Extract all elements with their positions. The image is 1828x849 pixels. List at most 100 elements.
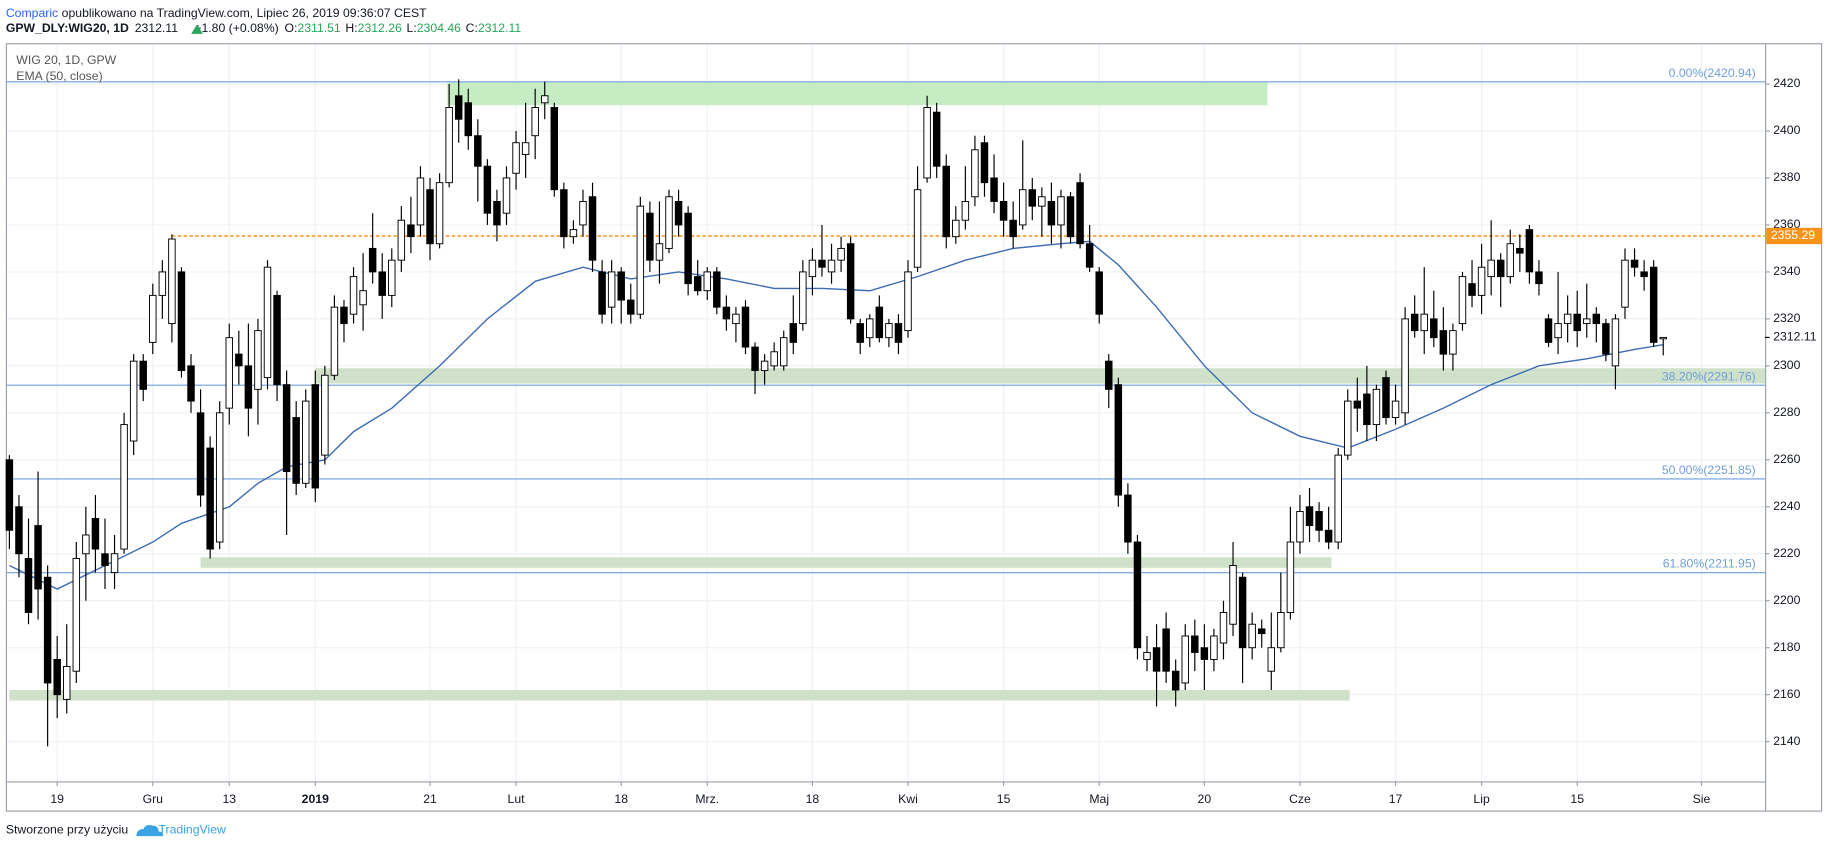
footer-brand[interactable]: TradingView xyxy=(159,823,226,837)
y-tick-label: 2360 xyxy=(1773,217,1800,231)
candle-body xyxy=(1105,360,1113,390)
candle-body xyxy=(1324,529,1333,543)
x-tick-label: Mrz. xyxy=(695,792,719,806)
x-tick-label: Maj xyxy=(1089,792,1109,806)
candle-body xyxy=(273,294,281,386)
candle-body xyxy=(1458,276,1467,325)
candle-body xyxy=(531,107,539,137)
candle-body xyxy=(311,384,320,489)
candle-body xyxy=(1047,200,1056,226)
up-arrow xyxy=(191,24,203,34)
x-tick-label: 20 xyxy=(1198,792,1212,806)
candle-body xyxy=(741,306,750,348)
candle-body xyxy=(502,177,511,214)
candle-body xyxy=(684,212,692,285)
candle-body xyxy=(1334,454,1342,543)
candle-body xyxy=(454,95,463,120)
author: Comparic xyxy=(6,6,58,20)
y-tick-label: 2160 xyxy=(1773,687,1800,701)
y-tick-label: 2380 xyxy=(1773,170,1800,184)
x-tick-label: 15 xyxy=(1570,792,1584,806)
candle-body xyxy=(1659,336,1667,340)
last: 2312.11 xyxy=(135,21,179,35)
candle-body xyxy=(636,205,645,315)
x-tick-label: 18 xyxy=(614,792,628,806)
quote-line: GPW_DLY:WIG20, 1D 2312.11 +1.80 (+0.08%) O:… xyxy=(6,21,522,35)
change: +1.80 (+0.08%) xyxy=(194,21,278,35)
candle-body xyxy=(569,229,578,238)
candle-body xyxy=(952,219,960,238)
y-tick-label: 2200 xyxy=(1773,593,1800,607)
candle-body xyxy=(1210,635,1218,660)
candle-body xyxy=(1152,647,1161,672)
candle-body xyxy=(397,219,406,261)
candle-body xyxy=(464,102,472,137)
candle-body xyxy=(760,360,769,372)
candle-body xyxy=(646,212,654,261)
candle-body xyxy=(1554,323,1562,339)
candle-body xyxy=(579,200,587,226)
candle-body xyxy=(63,666,71,700)
zone xyxy=(315,368,1766,384)
candle-body xyxy=(158,271,167,296)
candle-body xyxy=(1296,511,1304,543)
candle-body xyxy=(1449,330,1457,355)
y-tick-label: 2180 xyxy=(1773,640,1800,654)
candle-body xyxy=(703,271,711,292)
candle-body xyxy=(1038,196,1046,207)
candle-body xyxy=(1181,635,1189,684)
candle-body xyxy=(282,384,291,473)
candle-body xyxy=(1487,259,1495,278)
candle-body xyxy=(751,346,759,372)
candle-body xyxy=(43,576,52,684)
candle-body xyxy=(187,365,195,402)
candle-body xyxy=(923,107,931,179)
y-tick-label: 2280 xyxy=(1773,405,1800,419)
candle-body xyxy=(1602,323,1610,355)
candle-body xyxy=(837,247,845,261)
legend-ema: EMA (50, close) xyxy=(16,69,102,83)
candle-body xyxy=(894,323,903,343)
candle-body xyxy=(263,266,272,379)
x-tick-label: 13 xyxy=(222,792,236,806)
candle-body xyxy=(942,165,950,238)
x-tick-label: Gru xyxy=(143,792,163,806)
candle-body xyxy=(1248,623,1256,649)
candle-body xyxy=(1143,651,1151,660)
candle-body xyxy=(15,506,23,555)
candle-body xyxy=(149,294,157,343)
candle-body xyxy=(1191,635,1199,653)
candle-body xyxy=(1009,219,1017,238)
candle-body xyxy=(588,196,597,261)
y-tick-label: 2420 xyxy=(1773,76,1800,90)
y-tick-label: 2220 xyxy=(1773,546,1800,560)
candle-body xyxy=(1506,243,1515,278)
candle-body xyxy=(302,400,310,484)
publish-line: Comparic opublikowano na TradingView.com,… xyxy=(6,6,427,20)
candle-body xyxy=(521,142,530,155)
x-tick-label: Kwi xyxy=(898,792,918,806)
candle-body xyxy=(1410,313,1419,332)
ema-line xyxy=(9,240,1664,590)
candle-body xyxy=(196,412,205,496)
zone xyxy=(447,81,1268,106)
candle-body xyxy=(120,424,128,550)
fib-label: 50.00%(2251.85) xyxy=(1662,463,1756,477)
fib-label: 0.00%(2420.94) xyxy=(1669,66,1756,80)
c-value: 2312.11 xyxy=(478,21,522,35)
price-badge-label: 2355.29 xyxy=(1771,228,1815,242)
candle-body xyxy=(1391,400,1400,419)
x-tick-label: Lip xyxy=(1473,792,1490,806)
candle-body xyxy=(493,200,501,226)
candle-body xyxy=(24,557,33,613)
candle-body xyxy=(1372,388,1381,426)
candle-body xyxy=(388,259,396,296)
zone xyxy=(9,689,1350,701)
candle-body xyxy=(550,107,559,191)
y-tick-label: 2140 xyxy=(1773,734,1800,748)
candle-body xyxy=(789,323,798,343)
candle-body xyxy=(483,165,492,214)
candle-body xyxy=(435,182,444,245)
candle-body xyxy=(732,313,740,325)
